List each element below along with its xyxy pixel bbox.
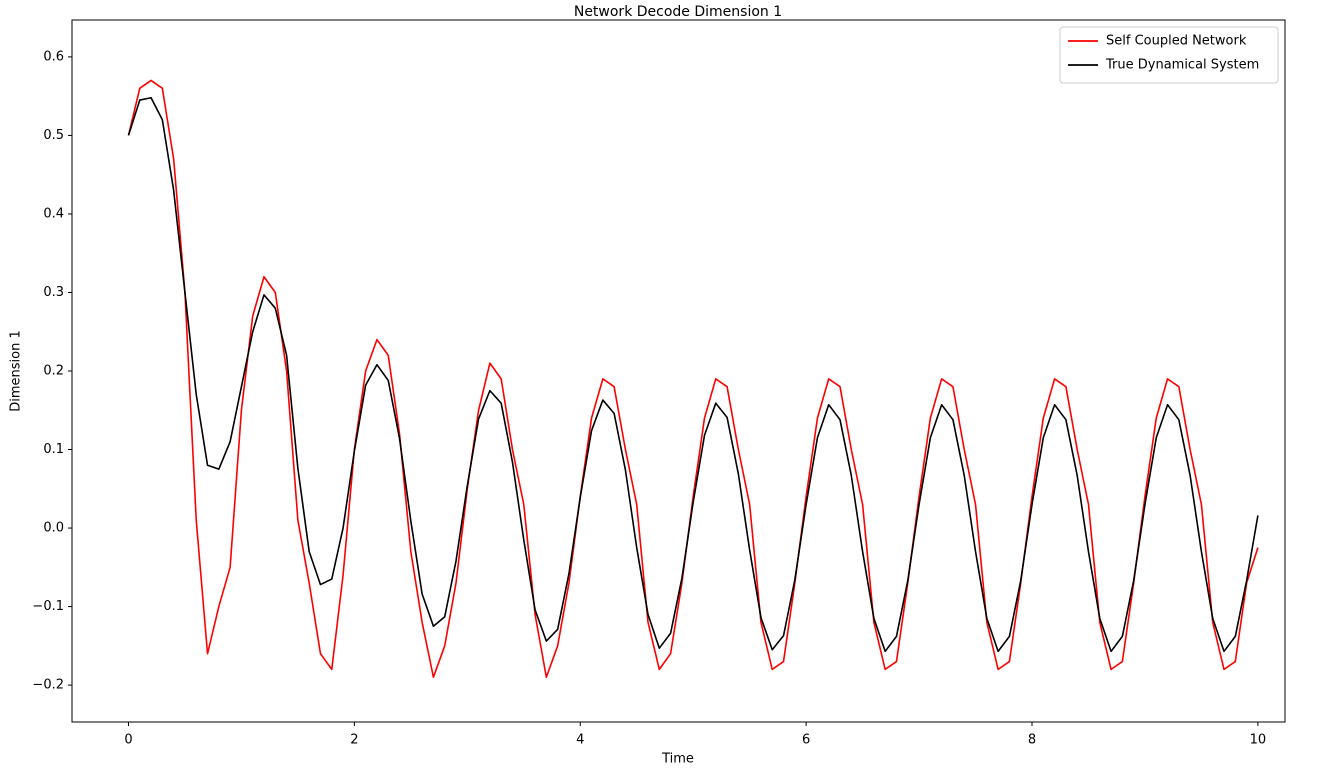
- x-tick-label: 0: [124, 733, 132, 748]
- y-tick-label: 0.5: [43, 128, 64, 143]
- y-tick-label: 0.3: [43, 285, 64, 300]
- x-tick-label: 4: [576, 733, 584, 748]
- x-axis-label: Time: [661, 752, 694, 767]
- x-tick-label: 6: [802, 733, 810, 748]
- y-tick-label: −0.1: [32, 599, 64, 614]
- x-tick-label: 2: [350, 733, 358, 748]
- y-tick-label: 0.4: [43, 206, 64, 221]
- y-tick-label: 0.2: [43, 364, 64, 379]
- y-tick-label: 0.6: [43, 49, 64, 64]
- y-tick-label: 0.0: [43, 521, 64, 536]
- x-tick-label: 8: [1028, 733, 1036, 748]
- chart-title: Network Decode Dimension 1: [574, 4, 782, 20]
- x-tick-label: 10: [1250, 733, 1267, 748]
- y-tick-label: 0.1: [43, 442, 64, 457]
- data-line: [127, 96, 1259, 653]
- legend-label: True Dynamical System: [1105, 58, 1259, 73]
- legend-label: Self Coupled Network: [1106, 34, 1247, 49]
- y-axis-label: Dimension 1: [9, 330, 24, 412]
- y-tick-label: −0.2: [32, 678, 64, 693]
- data-line: [127, 79, 1259, 679]
- plot-frame: [71, 19, 1286, 723]
- legend-box: [1059, 26, 1279, 84]
